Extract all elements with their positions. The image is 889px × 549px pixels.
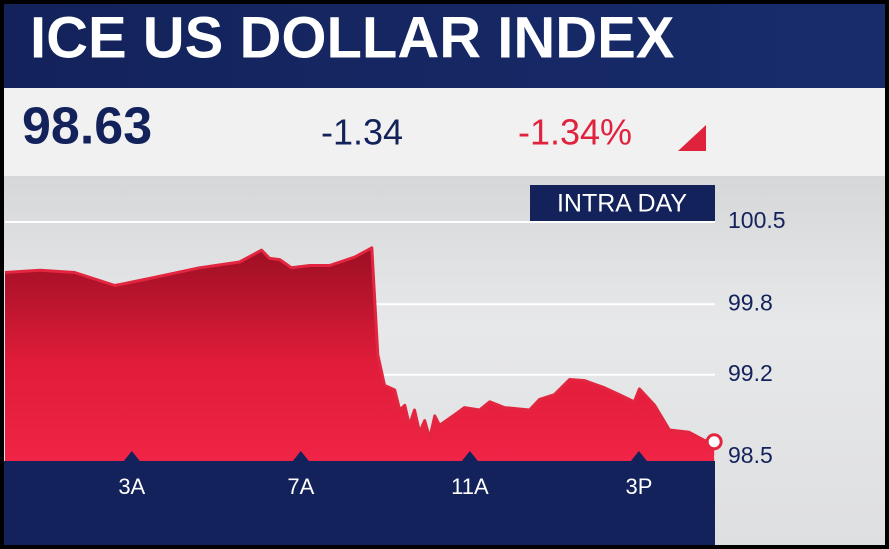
area-fill [5,247,715,461]
x-tick-label: 11A [451,474,489,499]
axes: 100.5 99.8 99.2 98.5 3A 7A 11A 3P [118,207,785,499]
change-arrow [678,125,706,151]
y-tick-label: 99.8 [728,289,773,315]
y-tick-label: 99.2 [728,360,773,386]
y-tick-label: 100.5 [728,207,786,233]
percent-change: -1.34% [518,112,632,153]
line [4,246,715,444]
price: 98.63 [22,98,152,156]
x-tick [461,451,478,461]
plot [4,246,723,461]
x-axis-band [4,461,715,545]
x-tick-label: 3P [625,474,652,499]
title-bar [4,4,885,88]
label-box [530,185,715,223]
x-tick-label: 3A [118,474,145,499]
title: ICE US DOLLAR INDEX [30,5,675,70]
x-tick-label: 7A [287,474,314,499]
x-tick [292,451,309,461]
quote-bar [4,88,885,176]
y-tick-label: 98.5 [728,442,773,468]
x-tick [630,451,647,461]
change: -1.34 [321,112,403,153]
last-point [705,433,723,451]
intraday-label: INTRA DAY [557,190,687,218]
x-tick [123,451,140,461]
